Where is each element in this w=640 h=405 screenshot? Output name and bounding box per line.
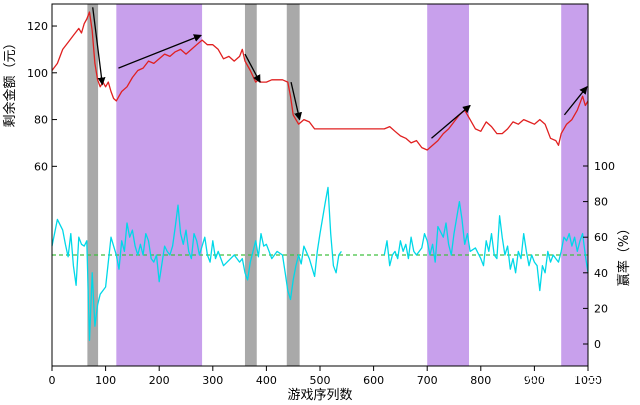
x-tick-label: 600 xyxy=(363,374,384,387)
trend-arrow-0 xyxy=(92,7,106,86)
shaded-region-1 xyxy=(116,4,203,366)
x-tick-label: 800 xyxy=(470,374,491,387)
trend-arrow-3 xyxy=(290,82,302,121)
y-left-tick-label: 80 xyxy=(34,114,48,127)
x-tick-label: 300 xyxy=(202,374,223,387)
shaded-region-3 xyxy=(286,4,300,366)
series-line-win-rate xyxy=(51,186,589,342)
trend-arrow-1 xyxy=(118,34,202,69)
y-right-tick-label: 60 xyxy=(594,231,608,244)
y-right-tick-label: 0 xyxy=(594,338,601,351)
series-group xyxy=(51,11,589,342)
y-left-axis-title: 剩余金额（元） xyxy=(2,36,18,127)
shaded-regions xyxy=(87,4,588,366)
y-right-tick-label: 80 xyxy=(594,196,608,209)
y-left-axis-ticks: 60 80 100 120 xyxy=(27,20,57,173)
shaded-region-4 xyxy=(427,4,470,366)
y-left-tick-label: 100 xyxy=(27,67,48,80)
x-tick-label: 1000 xyxy=(574,374,602,387)
shaded-region-5 xyxy=(561,4,588,366)
watermark: 知乎 @不会不慎 xyxy=(526,369,628,386)
y-left-tick-label: 120 xyxy=(27,20,48,33)
y-right-tick-label: 100 xyxy=(594,160,615,173)
x-tick-label: 0 xyxy=(49,374,56,387)
x-tick-label: 400 xyxy=(256,374,277,387)
x-tick-label: 100 xyxy=(95,374,116,387)
y-right-axis-ticks: 0 20 40 60 80 100 xyxy=(583,160,615,351)
x-tick-label: 500 xyxy=(310,374,331,387)
y-right-tick-label: 20 xyxy=(594,302,608,315)
trend-arrow-4 xyxy=(431,104,471,139)
x-tick-label: 900 xyxy=(524,374,545,387)
y-right-tick-label: 40 xyxy=(594,267,608,280)
shaded-region-0 xyxy=(87,4,99,366)
y-left-tick-label: 60 xyxy=(34,160,48,173)
x-axis-ticks: 0 100 200 300 400 500 600 700 800 900 1000 xyxy=(49,366,602,387)
series-line-balance xyxy=(51,11,589,151)
trend-arrow-2 xyxy=(244,53,261,84)
y-right-axis-title: 赢率（%） xyxy=(616,222,632,286)
shaded-region-2 xyxy=(244,4,257,366)
x-axis-title: 游戏序列数 xyxy=(287,388,352,403)
arrows-group xyxy=(92,7,588,139)
x-tick-label: 700 xyxy=(417,374,438,387)
trend-arrow-5 xyxy=(563,86,588,116)
x-tick-label: 200 xyxy=(149,374,170,387)
